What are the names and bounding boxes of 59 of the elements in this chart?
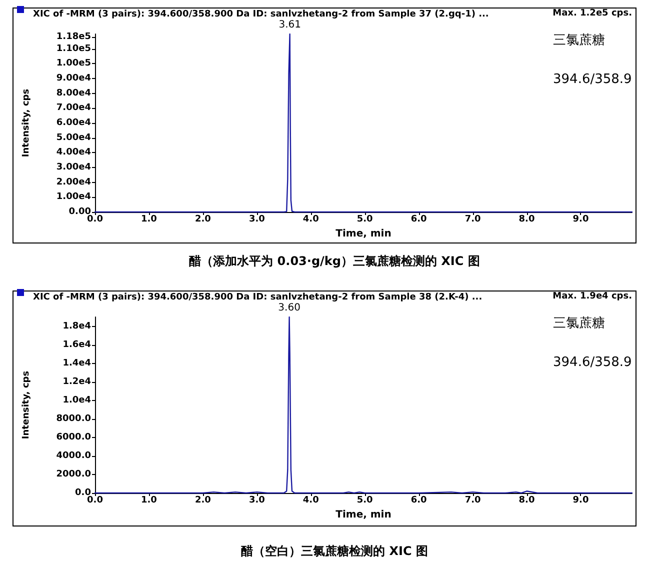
- y-tick-label: 1.10e5: [56, 44, 91, 54]
- annotation: 三氯蔗糖: [553, 316, 605, 331]
- x-tick-label: 9.0: [572, 214, 589, 224]
- y-tick-label: 9.00e4: [56, 74, 91, 84]
- text: 醋（空白）三氯蔗糖检测的 XIC 图: [241, 544, 428, 558]
- x-tick-label: 4.0: [302, 214, 319, 224]
- y-tick-label: 6.00e4: [56, 118, 91, 128]
- y-tick-label: 1.18e5: [56, 32, 91, 42]
- y-tick-label: 5.00e4: [56, 132, 91, 143]
- x-tick-label: 5.0: [356, 214, 373, 224]
- x-tick-label: 1.0: [140, 496, 157, 506]
- annotation: 394.6/358.9: [553, 355, 632, 370]
- x-axis-title: Time, min: [336, 510, 392, 520]
- y-tick-label: 1.6e4: [62, 340, 91, 350]
- x-tick-label: 6.0: [410, 496, 427, 506]
- chart-title: XIC of -MRM (3 pairs): 394.600/358.900 Da ID: sanlvzhetang-2 from Sample 38 (2.K-4) ...: [33, 292, 482, 302]
- y-tick-label: 6000.0: [56, 432, 91, 442]
- annotation: 3.60: [278, 302, 300, 314]
- x-axis-title: Time, min: [336, 228, 392, 240]
- y-axis-title: Intensity, cps: [22, 370, 32, 440]
- chart-title: XIC of -MRM (3 pairs): 394.600/358.900 Da ID: sanlvzhetang-2 from Sample 37 (2.gq-1) ...: [33, 10, 489, 20]
- line-series: [94, 316, 633, 494]
- x-tick-label: 0.0: [87, 496, 103, 506]
- y-tick-label: 1.2e4: [62, 376, 91, 387]
- x-tick-label: 2.0: [194, 496, 211, 506]
- y-tick-label: 4000.0: [56, 450, 91, 461]
- x-tick-label: 0.0: [87, 214, 103, 224]
- text: 醋（添加水平为 0.03·g/kg）三氯蔗糖检测的 XIC 图: [189, 254, 480, 268]
- y-tick-label: 3.00e4: [56, 162, 91, 172]
- x-tick-label: 7.0: [464, 214, 481, 224]
- x-tick-label: 9.0: [572, 496, 589, 506]
- text: Max. 1.2e5 cps.: [552, 8, 632, 18]
- text: Max. 1.9e4 cps.: [552, 292, 632, 302]
- x-tick-label: 8.0: [518, 496, 535, 506]
- y-tick-label: 1.0e4: [62, 395, 91, 406]
- x-tick-label: 4.0: [302, 496, 319, 506]
- y-tick-label: 8.00e4: [56, 88, 91, 98]
- y-tick-label: 1.8e4: [62, 321, 91, 332]
- x-tick-label: 3.0: [248, 214, 265, 224]
- x-tick-label: 7.0: [464, 496, 481, 506]
- y-tick-label: 1.00e4: [56, 192, 91, 202]
- annotation: 394.6/358.9: [553, 72, 632, 87]
- x-tick-label: 8.0: [518, 214, 535, 224]
- x-tick-label: 3.0: [248, 496, 265, 506]
- y-tick-label: 8000.0: [56, 414, 91, 424]
- y-tick-label: 1.00e5: [56, 58, 91, 69]
- annotation: 3.61: [278, 20, 301, 30]
- x-tick-label: 6.0: [410, 214, 427, 224]
- y-tick-label: 4.00e4: [56, 148, 91, 158]
- x-tick-label: 1.0: [140, 214, 157, 224]
- y-axis-title: Intensity, cps: [22, 88, 32, 158]
- annotation: 三氯蔗糖: [553, 33, 605, 48]
- line-series: [94, 33, 633, 213]
- y-tick-label: 1.4e4: [62, 358, 91, 368]
- y-tick-label: 2000.0: [56, 469, 91, 480]
- x-tick-label: 5.0: [356, 496, 373, 506]
- y-tick-label: 2.00e4: [56, 177, 91, 188]
- y-tick-label: 7.00e4: [56, 103, 91, 114]
- x-tick-label: 2.0: [194, 214, 211, 224]
